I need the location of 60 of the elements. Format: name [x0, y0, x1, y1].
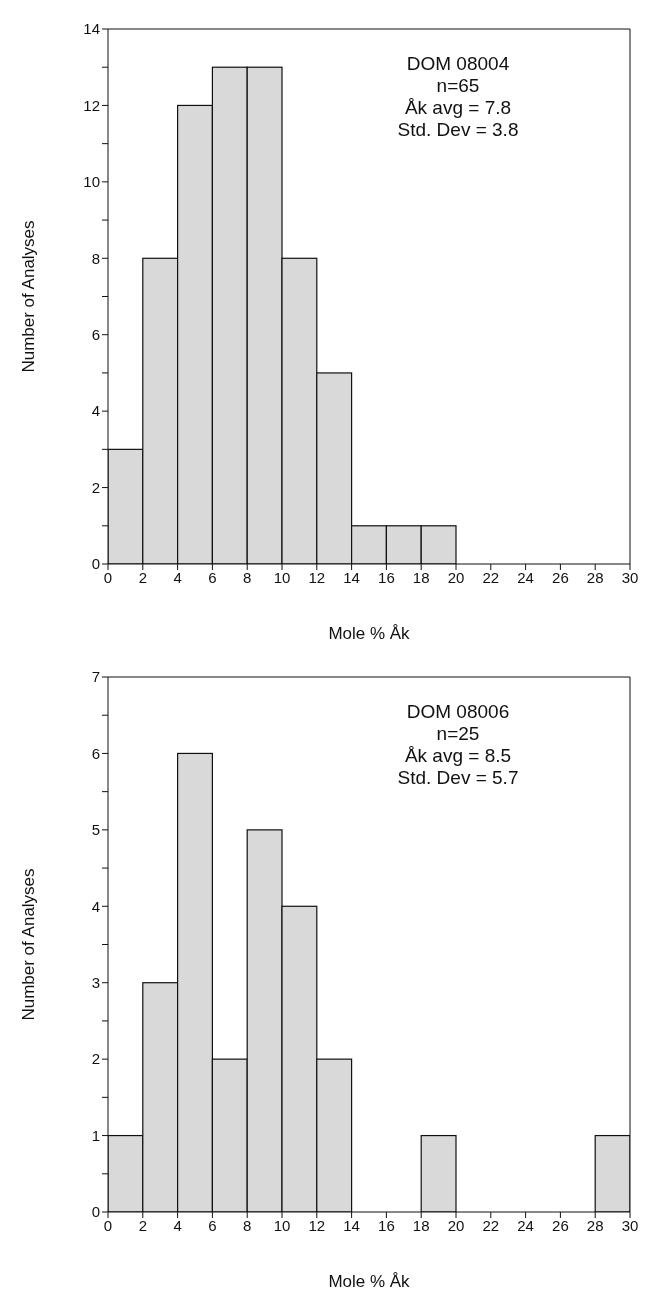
y-tick-label: 10	[83, 173, 100, 191]
x-tick-label: 22	[482, 1216, 500, 1234]
x-tick-label: 10	[273, 568, 291, 586]
x-tick-label: 2	[138, 1216, 147, 1234]
y-tick-label: 3	[91, 974, 100, 992]
y-tick-label: 4	[91, 897, 100, 915]
x-tick-label: 22	[482, 568, 500, 586]
x-tick-label: 26	[552, 568, 569, 586]
x-tick-label: 26	[552, 1216, 569, 1234]
annotation: n=65	[435, 75, 481, 97]
x-axis-title: Mole % Åk	[328, 624, 411, 643]
x-tick-label: 12	[308, 1216, 326, 1234]
x-tick-label: 24	[517, 568, 534, 586]
x-tick-label: 2	[138, 568, 147, 586]
y-tick-label: 6	[91, 744, 100, 762]
annotation: Åk avg = 8.5	[403, 745, 513, 767]
annotation: Std. Dev = 5.7	[396, 767, 520, 789]
y-tick-label: 8	[91, 249, 100, 267]
x-tick-label: 12	[308, 568, 326, 586]
annotation: n=25	[435, 723, 481, 745]
x-tick-label: 30	[621, 1216, 639, 1234]
y-tick-label: 14	[83, 20, 100, 38]
annotation: Std. Dev = 3.8	[396, 119, 520, 141]
annotation: Åk avg = 7.8	[403, 97, 513, 119]
x-tick-label: 16	[378, 568, 395, 586]
x-tick-label: 18	[412, 1216, 430, 1234]
x-tick-label: 30	[621, 568, 639, 586]
y-tick-label: 0	[91, 555, 100, 573]
x-tick-label: 14	[343, 1216, 360, 1234]
annotation: DOM 08004	[405, 53, 511, 75]
y-tick-label: 2	[91, 1050, 100, 1068]
y-axis-title: Number of Analyses	[19, 868, 39, 1021]
y-axis-title: Number of Analyses	[19, 220, 39, 373]
x-tick-label: 28	[586, 568, 604, 586]
y-tick-label: 0	[91, 1203, 100, 1221]
x-tick-label: 20	[447, 568, 465, 586]
x-tick-label: 8	[243, 568, 252, 586]
y-tick-label: 4	[91, 402, 100, 420]
annotation: DOM 08006	[405, 701, 511, 723]
y-tick-label: 2	[91, 478, 100, 496]
y-tick-label: 7	[91, 668, 100, 686]
x-tick-label: 4	[173, 568, 182, 586]
x-tick-label: 10	[273, 1216, 291, 1234]
x-tick-label: 4	[173, 1216, 182, 1234]
x-tick-label: 16	[378, 1216, 395, 1234]
x-axis-title: Mole % Åk	[328, 1272, 411, 1291]
x-tick-label: 20	[447, 1216, 465, 1234]
x-tick-label: 14	[343, 568, 360, 586]
x-tick-label: 24	[517, 1216, 534, 1234]
x-tick-label: 0	[103, 1216, 113, 1234]
x-tick-label: 28	[586, 1216, 604, 1234]
x-tick-label: 6	[208, 1216, 217, 1234]
y-tick-label: 6	[91, 326, 100, 344]
y-tick-label: 12	[83, 96, 100, 114]
x-tick-label: 0	[103, 568, 113, 586]
y-tick-label: 1	[91, 1126, 100, 1144]
x-tick-label: 18	[412, 568, 430, 586]
x-tick-label: 6	[208, 568, 217, 586]
y-tick-label: 5	[91, 821, 100, 839]
x-tick-label: 8	[243, 1216, 252, 1234]
